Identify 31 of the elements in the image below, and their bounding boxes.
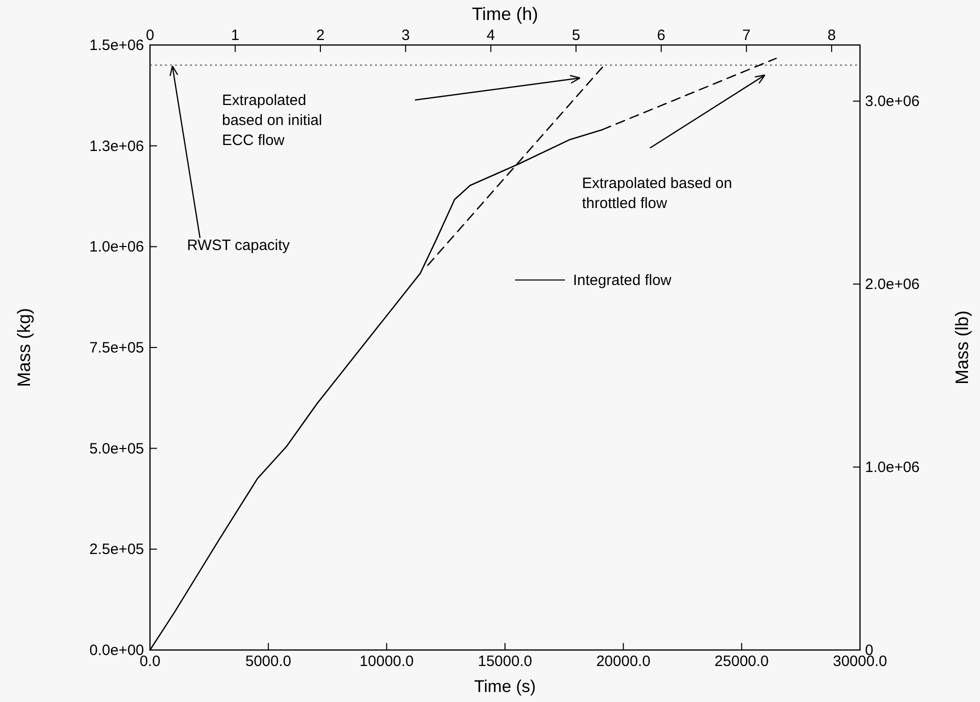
x2-tick-label: 0 (146, 27, 154, 44)
y-tick-label: 1.3e+06 (89, 138, 144, 155)
x2-tick-label: 4 (486, 27, 495, 44)
x-tick-label: 25000.0 (714, 653, 769, 670)
x2-tick-label: 8 (827, 27, 836, 44)
annotation: Extrapolated based on throttled flow (582, 175, 732, 212)
y2-axis-title: Mass (lb) (952, 310, 972, 385)
x2-tick-label: 7 (742, 27, 751, 44)
y-tick-label: 1.5e+06 (89, 37, 144, 54)
x-tick-label: 15000.0 (478, 653, 532, 670)
x2-tick-label: 3 (401, 27, 410, 44)
legend-label: Integrated flow (573, 272, 672, 289)
x2-tick-label: 5 (572, 27, 580, 44)
y2-tick-label: 2.0e+06 (865, 276, 920, 294)
x-tick-label: 5000.0 (245, 653, 292, 670)
y2-tick-label: 1.0e+06 (865, 459, 920, 476)
x2-tick-label: 6 (657, 27, 666, 44)
x2-tick-label: 2 (316, 27, 325, 44)
annotation: RWST capacity (187, 237, 290, 254)
annotation: Extrapolated based on initial ECC flow (222, 92, 322, 149)
y-tick-label: 7.5e+05 (89, 340, 144, 356)
x-axis-title: Time (s) (474, 677, 536, 696)
x-tick-label: 20000.0 (596, 653, 650, 670)
x-tick-label: 10000.0 (360, 653, 414, 670)
x2-axis-title: Time (h) (472, 4, 538, 24)
y-axis-title: Mass (kg) (14, 308, 34, 388)
y-tick-label: 5.0e+05 (89, 440, 144, 458)
y-tick-label: 1.0e+06 (89, 238, 144, 256)
x2-tick-label: 1 (231, 27, 240, 44)
y2-tick-label: 3.0e+06 (865, 93, 920, 110)
y-tick-label: 2.5e+05 (89, 541, 144, 558)
